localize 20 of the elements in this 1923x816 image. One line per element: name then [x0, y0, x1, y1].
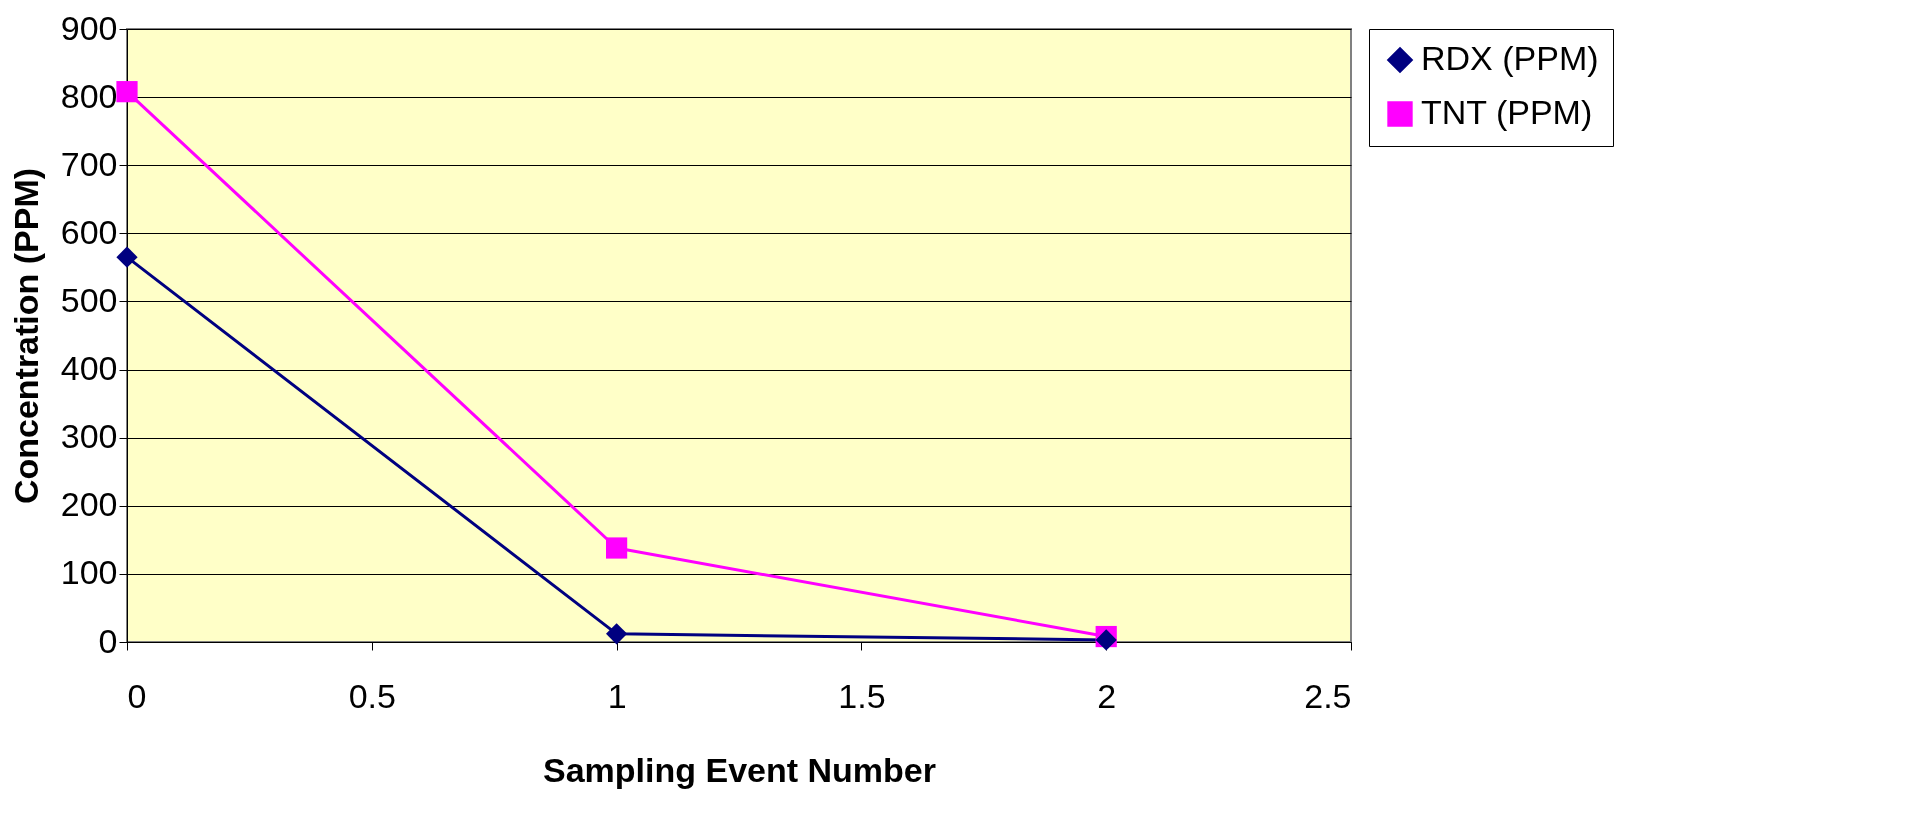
x-tick-label: 0.5	[348, 676, 396, 715]
y-tick-label: 200	[60, 485, 118, 524]
x-axis-title: Sampling Event Number	[543, 750, 936, 789]
y-tick-label: 400	[60, 349, 118, 388]
x-tick-label: 0	[127, 676, 147, 715]
x-tick-label: 1.5	[838, 676, 886, 715]
y-tick-label: 600	[60, 212, 118, 251]
y-tick-label: 300	[60, 417, 118, 456]
y-tick-label: 900	[60, 8, 118, 47]
legend-label: RDX (PPM)	[1421, 39, 1599, 77]
x-tick-label: 2.5	[1304, 676, 1352, 715]
x-tick-label: 1	[607, 676, 627, 715]
y-tick-label: 100	[60, 553, 118, 592]
y-tick-label: 800	[60, 76, 118, 115]
y-tick-label: 0	[98, 621, 118, 660]
y-axis-title: Concentration (PPM)	[6, 167, 45, 505]
x-tick-label: 2	[1097, 676, 1117, 715]
y-tick-label: 700	[60, 144, 118, 183]
legend-label: TNT (PPM)	[1421, 93, 1593, 131]
y-tick-label: 500	[60, 280, 118, 319]
